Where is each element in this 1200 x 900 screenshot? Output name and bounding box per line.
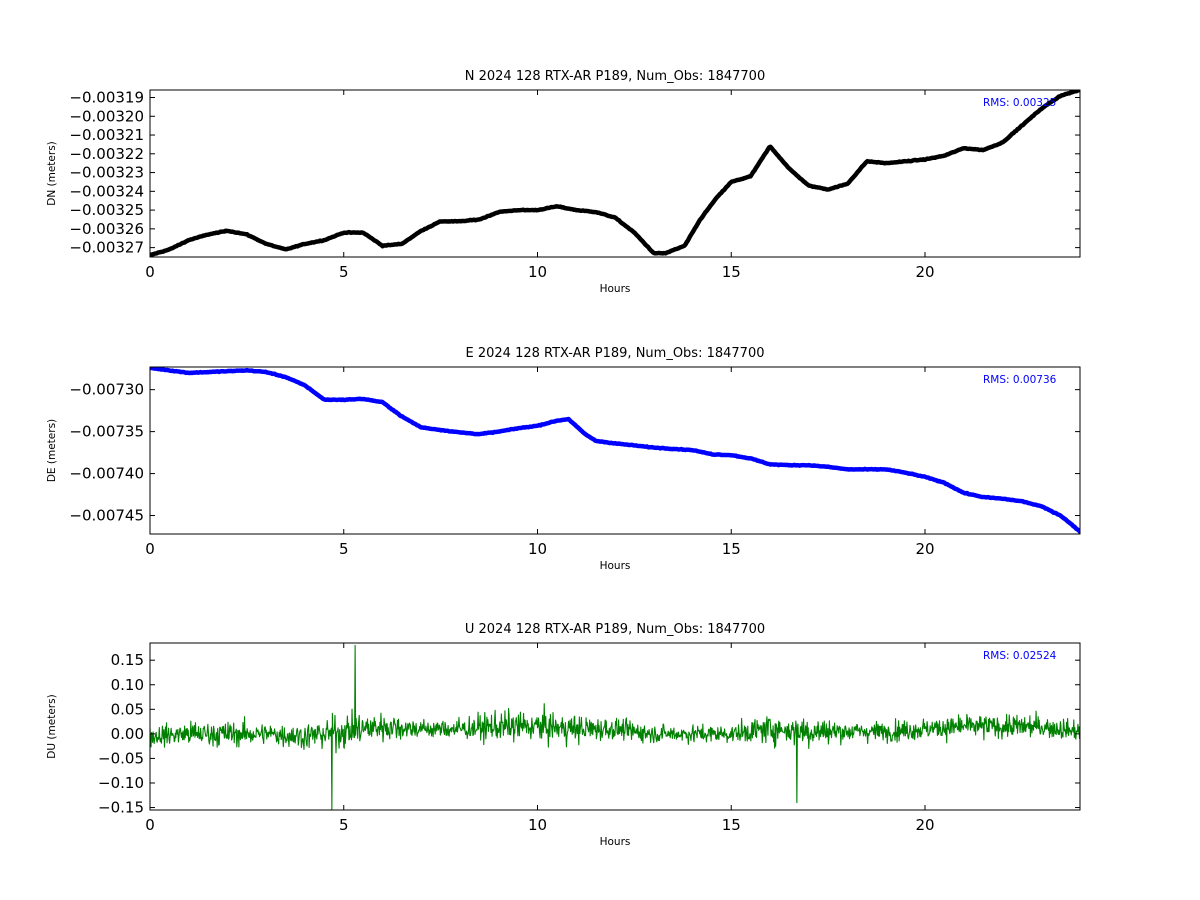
n-series-line: [150, 90, 1080, 257]
e-xtick-label: 10: [528, 540, 547, 558]
n-ytick-label: −0.00323: [69, 164, 144, 182]
u-xtick-label: 20: [915, 816, 934, 834]
e-xtick-label: 15: [722, 540, 741, 558]
u-xtick-label: 15: [722, 816, 741, 834]
u-ytick-label: 0.10: [111, 676, 144, 694]
u-xtick-label: 5: [339, 816, 349, 834]
e-ytick-label: −0.00740: [69, 465, 144, 483]
n-ytick-label: −0.00324: [69, 182, 144, 200]
e-ytick-label: −0.00735: [69, 423, 144, 441]
n-xtick-label: 15: [722, 263, 741, 281]
u-axes-frame: [149, 642, 1081, 811]
n-ytick-label: −0.00321: [69, 126, 144, 144]
n-xtick-label: 5: [339, 263, 349, 281]
n-rms-annotation: RMS: 0.00325: [983, 97, 1056, 109]
n-xtick-label: 0: [145, 263, 155, 281]
e-title: E 2024 128 RTX-AR P189, Num_Obs: 1847700: [466, 346, 765, 361]
e-xlabel: Hours: [600, 560, 631, 572]
u-xlabel: Hours: [600, 836, 631, 848]
n-xtick-label: 10: [528, 263, 547, 281]
u-panel: 0 5 10 15 20 0.15 0.10 0.05 0.00 −0.05 −0.10 −0.15 U…: [46, 622, 1081, 848]
u-xtick-label: 0: [145, 816, 155, 834]
u-ylabel: DU (meters): [46, 694, 58, 758]
n-xlabel: Hours: [600, 283, 631, 295]
n-xtick-label: 20: [915, 263, 934, 281]
e-xtick-label: 5: [339, 540, 349, 558]
e-rms-annotation: RMS: 0.00736: [983, 374, 1057, 386]
u-rms-annotation: RMS: 0.02524: [983, 650, 1057, 662]
n-ylabel: DN (meters): [46, 141, 58, 206]
n-ytick-label: −0.00319: [69, 89, 144, 107]
n-panel: 0 5 10 15 20 −0.00327−0.00326−0.00325−0.00324…: [46, 69, 1081, 295]
e-series-line: [150, 367, 1080, 534]
panels: 0 5 10 15 20 −0.00327−0.00326−0.00325−0.00324…: [46, 69, 1081, 848]
e-xtick-label: 20: [915, 540, 934, 558]
n-ytick-label: −0.00320: [69, 107, 144, 125]
u-series-line: [150, 644, 1080, 810]
u-ytick-label: 0.05: [111, 700, 144, 718]
u-ytick-label: −0.15: [98, 799, 144, 817]
u-ytick-label: 0.00: [111, 725, 144, 743]
u-title: U 2024 128 RTX-AR P189, Num_Obs: 1847700: [465, 622, 765, 637]
n-axes-frame: [149, 89, 1081, 258]
n-ytick-label: −0.00325: [69, 201, 144, 219]
e-ylabel: DE (meters): [46, 419, 58, 482]
e-axes-frame: [149, 366, 1081, 535]
e-ytick-label: −0.00745: [69, 507, 144, 525]
u-ytick-label: −0.10: [98, 774, 144, 792]
n-ytick-label: −0.00327: [69, 239, 144, 257]
n-ytick-label: −0.00326: [69, 220, 144, 238]
e-xtick-label: 0: [145, 540, 155, 558]
n-title: N 2024 128 RTX-AR P189, Num_Obs: 1847700: [465, 69, 765, 84]
n-ytick-label: −0.00322: [69, 145, 144, 163]
e-panel: 0 5 10 15 20 −0.00730 −0.00735 −0.00740 −0.00745…: [46, 346, 1081, 572]
u-ytick-label: 0.15: [111, 651, 144, 669]
u-ytick-label: −0.05: [98, 749, 144, 767]
e-ytick-label: −0.00730: [69, 381, 144, 399]
u-xtick-label: 10: [528, 816, 547, 834]
